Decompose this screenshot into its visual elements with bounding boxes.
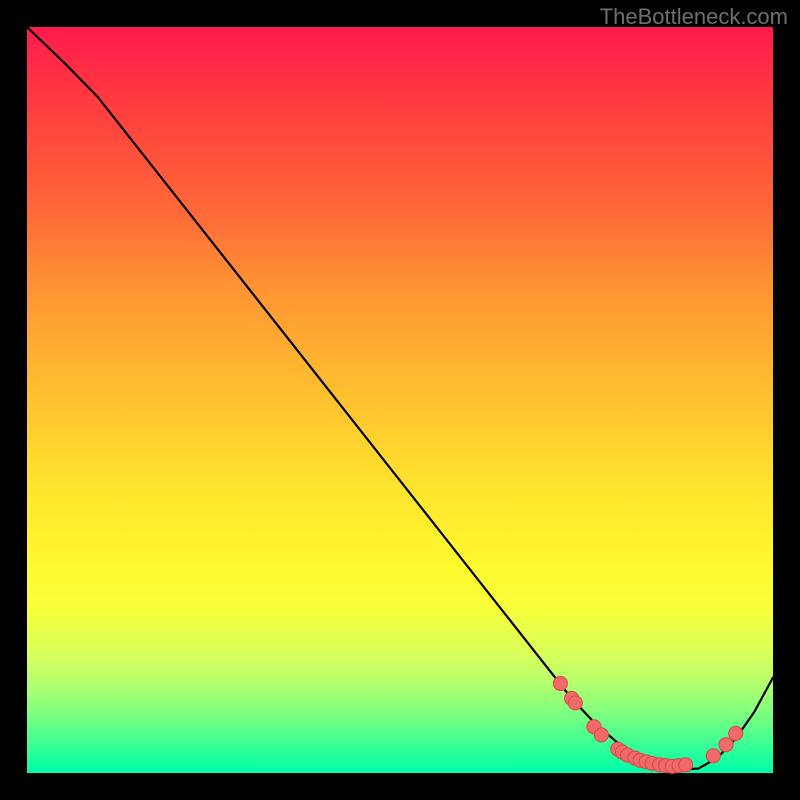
chart-plot-area — [27, 27, 773, 773]
watermark-text: TheBottleneck.com — [600, 4, 788, 30]
